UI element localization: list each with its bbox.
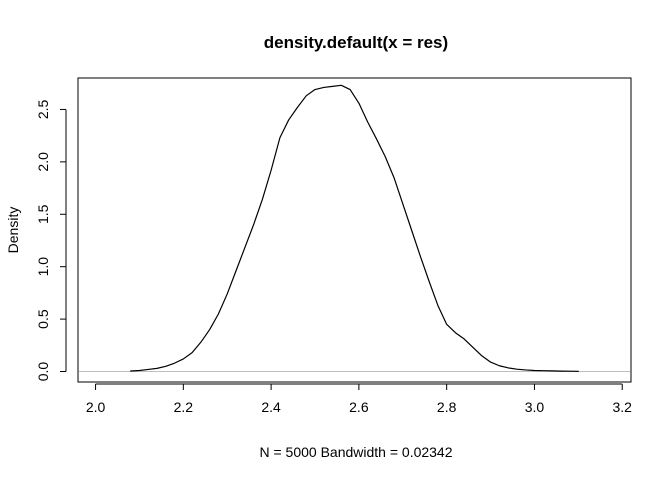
y-tick-label: 0.0 bbox=[35, 362, 51, 382]
x-tick-label: 2.2 bbox=[174, 399, 194, 415]
x-tick-label: 2.4 bbox=[261, 399, 281, 415]
y-tick-label: 2.5 bbox=[35, 100, 51, 120]
x-axis-label: N = 5000 Bandwidth = 0.02342 bbox=[259, 444, 452, 460]
x-tick-label: 3.2 bbox=[612, 399, 632, 415]
chart-title: density.default(x = res) bbox=[264, 33, 448, 52]
y-tick-label: 1.0 bbox=[35, 257, 51, 277]
x-tick-label: 2.6 bbox=[349, 399, 369, 415]
density-curve bbox=[130, 84, 579, 372]
x-tick-label: 2.8 bbox=[437, 399, 457, 415]
x-tick-label: 3.0 bbox=[525, 399, 545, 415]
y-tick-label: 0.5 bbox=[35, 309, 51, 329]
y-tick-label: 1.5 bbox=[35, 204, 51, 224]
x-tick-label: 2.0 bbox=[86, 399, 106, 415]
y-axis-label: Density bbox=[5, 207, 21, 254]
y-tick-label: 2.0 bbox=[35, 152, 51, 172]
chart-layer: 2.0 2.2 2.4 2.6 2.8 3.0 3.2 0.0 0.5 1.0 1.5 2.0 2.5 bbox=[35, 77, 632, 415]
plot-frame bbox=[77, 77, 632, 383]
